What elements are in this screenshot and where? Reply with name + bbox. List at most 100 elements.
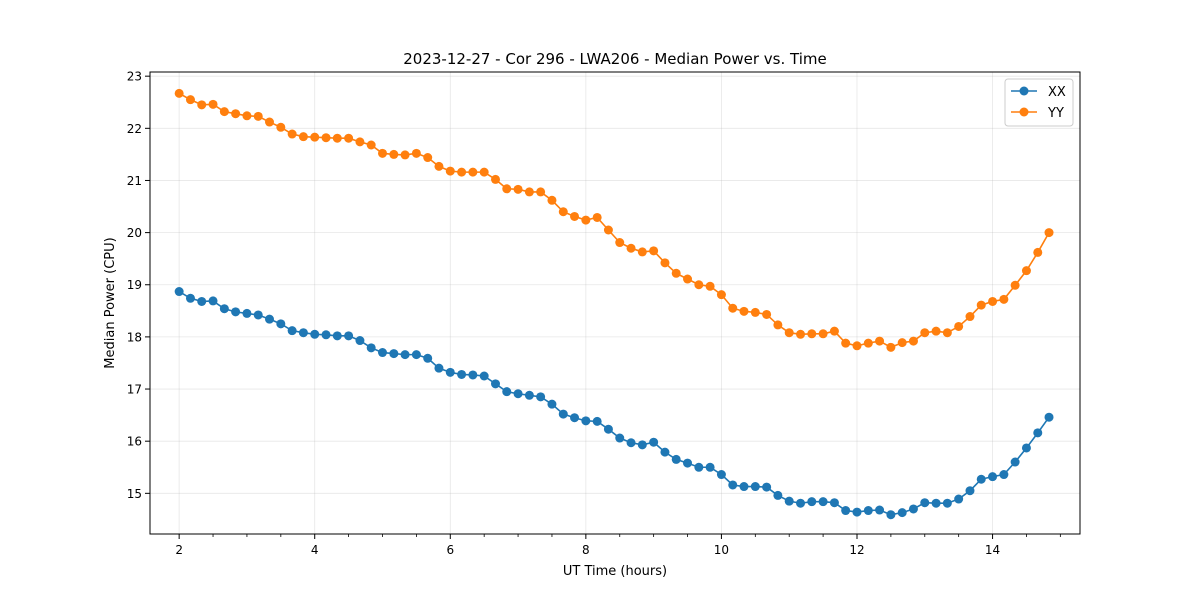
series-xx-point [344, 331, 354, 341]
series-yy-point [389, 149, 399, 159]
series-yy-point [841, 338, 851, 348]
series-xx-point [1044, 412, 1054, 422]
series-xx-point [897, 508, 907, 518]
series-xx-point [976, 474, 986, 484]
series-yy-point [716, 290, 726, 300]
series-xx-point [886, 510, 896, 520]
series-yy-point [1010, 280, 1020, 290]
y-tick-label: 15 [127, 487, 142, 501]
series-xx-point [762, 482, 772, 492]
series-yy-point [592, 212, 602, 222]
series-xx-point [185, 293, 195, 303]
series-yy-point [298, 132, 308, 142]
series-yy-point [253, 111, 263, 121]
series-yy-point [378, 148, 387, 158]
series-xx [174, 287, 1054, 520]
series-xx-point [728, 480, 738, 490]
series-yy-point [999, 294, 1009, 304]
series-xx-point [298, 328, 308, 338]
series-xx-point [942, 498, 952, 508]
series-xx-point [694, 462, 704, 472]
series-xx-point [355, 336, 365, 346]
series-xx-point [1010, 457, 1020, 467]
y-tick-label: 23 [127, 70, 142, 84]
legend-yy-label: YY [1047, 106, 1064, 121]
series-xx-point [988, 472, 998, 482]
series-xx-point [649, 437, 659, 447]
series-xx-point [615, 433, 625, 443]
series-yy-point [603, 225, 613, 235]
series-yy-point [728, 303, 738, 313]
series-yy-point [332, 133, 342, 143]
series-yy-point [931, 326, 941, 336]
series-xx-point [818, 497, 828, 507]
series-yy-point [660, 258, 670, 268]
series-yy-point [683, 274, 693, 284]
series-xx-point [411, 350, 421, 360]
series-yy-point [434, 161, 444, 171]
series-yy-point [445, 166, 455, 176]
series-xx-point [954, 494, 964, 504]
series-xx-point [581, 416, 591, 426]
series-yy-point [1044, 228, 1054, 238]
series-xx-point [570, 413, 580, 423]
y-tick-label: 18 [127, 330, 142, 344]
series-yy-point [344, 133, 354, 143]
series-xx-point [852, 507, 862, 517]
series-xx-point [592, 416, 602, 426]
series-yy-point [818, 329, 828, 339]
series-yy-point [366, 140, 376, 150]
series-yy-point [829, 326, 839, 336]
series-xx-point [332, 331, 342, 341]
series-xx-point [558, 409, 568, 419]
series-yy-point [479, 167, 489, 177]
series-xx-point [739, 482, 749, 492]
series-yy-point [423, 153, 433, 163]
series-yy-point [773, 320, 783, 330]
series-xx-point [276, 319, 286, 329]
series-yy-point [491, 174, 500, 184]
series-yy-point [920, 328, 930, 338]
series-yy-point [852, 341, 862, 351]
series-yy-point [875, 336, 885, 346]
y-tick-label: 16 [127, 435, 142, 449]
series-yy-point [174, 88, 184, 98]
series-yy-point [976, 300, 986, 310]
series-yy-point [536, 187, 546, 197]
series-yy-point [513, 184, 523, 194]
series-xx-point [321, 330, 331, 340]
series-xx-point [366, 343, 376, 353]
x-axis: 2 4 6 8 10 12 14 [175, 534, 1061, 557]
series-xx-point [920, 498, 930, 508]
series-xx-point [479, 371, 489, 381]
x-tick-label: 8 [582, 543, 590, 557]
series-yy-point [954, 321, 964, 331]
x-tick-label: 10 [714, 543, 729, 557]
x-tick-label: 6 [446, 543, 454, 557]
series-xx-point [253, 310, 263, 320]
series-yy-point [1021, 266, 1031, 276]
series-xx-point [423, 353, 433, 363]
series-xx-point [231, 307, 241, 317]
chart-title: 2023-12-27 - Cor 296 - LWA206 - Median P… [403, 50, 827, 68]
plot-area-frame [149, 71, 1081, 535]
series-xx-point [502, 387, 512, 397]
series-yy-point [705, 281, 715, 291]
legend-yy-marker [1019, 107, 1029, 117]
series-xx-point [807, 497, 817, 507]
series-yy-point [287, 129, 297, 139]
series-xx-point [931, 498, 941, 508]
series-xx-point [671, 454, 681, 464]
series-yy-point [310, 132, 320, 142]
series-xx-point [863, 506, 873, 516]
series-yy-point [524, 187, 534, 197]
series-xx-point [603, 424, 613, 434]
series-xx-point [536, 392, 546, 402]
series-lines [174, 88, 1054, 520]
series-yy-point [219, 107, 229, 117]
series-xx-point [378, 348, 387, 358]
series-yy-point [558, 207, 568, 217]
series-yy-point [197, 100, 207, 110]
series-yy-point [796, 329, 806, 339]
series-xx-point [445, 367, 455, 377]
